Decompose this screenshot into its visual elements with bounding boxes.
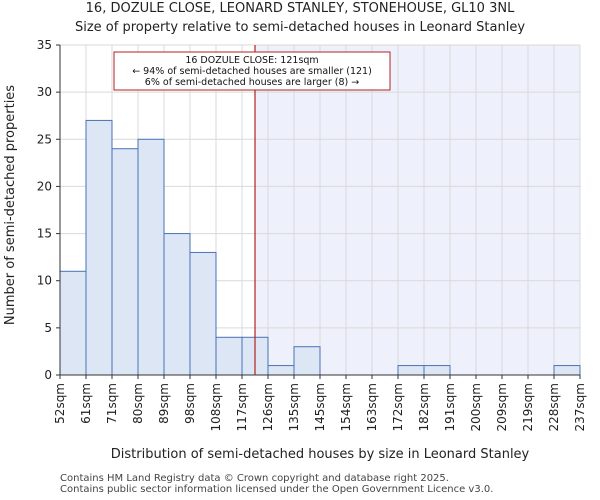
x-tick-label: 200sqm — [469, 383, 483, 431]
y-tick-label: 20 — [37, 179, 52, 193]
annotation-line-2: ← 94% of semi-detached houses are smalle… — [132, 66, 372, 77]
y-tick-label: 30 — [37, 85, 52, 99]
y-axis-label: Number of semi-detached properties — [3, 85, 18, 325]
x-tick-label: 61sqm — [79, 383, 93, 424]
x-tick-label: 219sqm — [521, 383, 535, 431]
y-tick-label: 35 — [37, 38, 52, 52]
histogram-bar — [137, 138, 165, 376]
histogram-chart: 0 5 10 15 20 25 30 35 52sqm 61sqm 71sqm 80sqm 89sqm 9… — [3, 38, 587, 462]
chart-title: 16, DOZULE CLOSE, LEONARD STANLEY, STONE… — [85, 1, 515, 16]
x-tick-label: 135sqm — [287, 383, 301, 431]
y-tick-label: 25 — [37, 132, 52, 146]
x-tick-label: 108sqm — [209, 383, 223, 431]
x-tick-label: 209sqm — [495, 383, 509, 431]
x-tick-label: 52sqm — [53, 383, 67, 424]
histogram-bar — [423, 365, 451, 376]
y-tick-label: 0 — [44, 368, 52, 382]
x-tick-label: 71sqm — [105, 383, 119, 424]
histogram-bar — [189, 251, 217, 376]
x-tick-label: 80sqm — [131, 383, 145, 424]
x-tick-label: 145sqm — [313, 383, 327, 431]
histogram-bar — [215, 336, 243, 376]
annotation-line-3: 6% of semi-detached houses are larger (8… — [145, 77, 359, 88]
x-tick-label: 191sqm — [443, 383, 457, 431]
x-tick-label: 98sqm — [183, 383, 197, 424]
highlight-region — [255, 45, 580, 375]
annotation-line-1: 16 DOZULE CLOSE: 121sqm — [185, 55, 318, 66]
x-tick-label: 172sqm — [391, 383, 405, 431]
histogram-bar — [293, 346, 321, 376]
x-tick-label: 237sqm — [573, 383, 587, 431]
x-tick-label: 117sqm — [235, 383, 249, 431]
histogram-bar — [111, 148, 139, 376]
chart-subtitle: Size of property relative to semi-detach… — [74, 20, 526, 35]
histogram-bar — [397, 365, 425, 376]
x-tick-label: 163sqm — [365, 383, 379, 431]
histogram-bar — [267, 365, 295, 376]
annotation-box — [113, 51, 391, 91]
y-tick-label: 15 — [37, 227, 52, 241]
x-tick-label: 89sqm — [157, 383, 171, 424]
histogram-bar — [553, 365, 581, 376]
x-axis-label: Distribution of semi-detached houses by … — [111, 447, 530, 462]
footer-line-1: Contains HM Land Registry data © Crown c… — [60, 473, 449, 484]
histogram-bar — [85, 119, 113, 376]
histogram-bar — [163, 233, 191, 376]
x-tick-label: 228sqm — [547, 383, 561, 431]
x-tick-label: 126sqm — [261, 383, 275, 431]
y-tick-label: 5 — [44, 321, 52, 335]
y-tick-label: 10 — [37, 274, 52, 288]
footer-line-2: Contains public sector information licen… — [60, 484, 494, 495]
histogram-bar — [59, 270, 87, 376]
x-tick-label: 182sqm — [417, 383, 431, 431]
x-tick-label: 154sqm — [339, 383, 353, 431]
